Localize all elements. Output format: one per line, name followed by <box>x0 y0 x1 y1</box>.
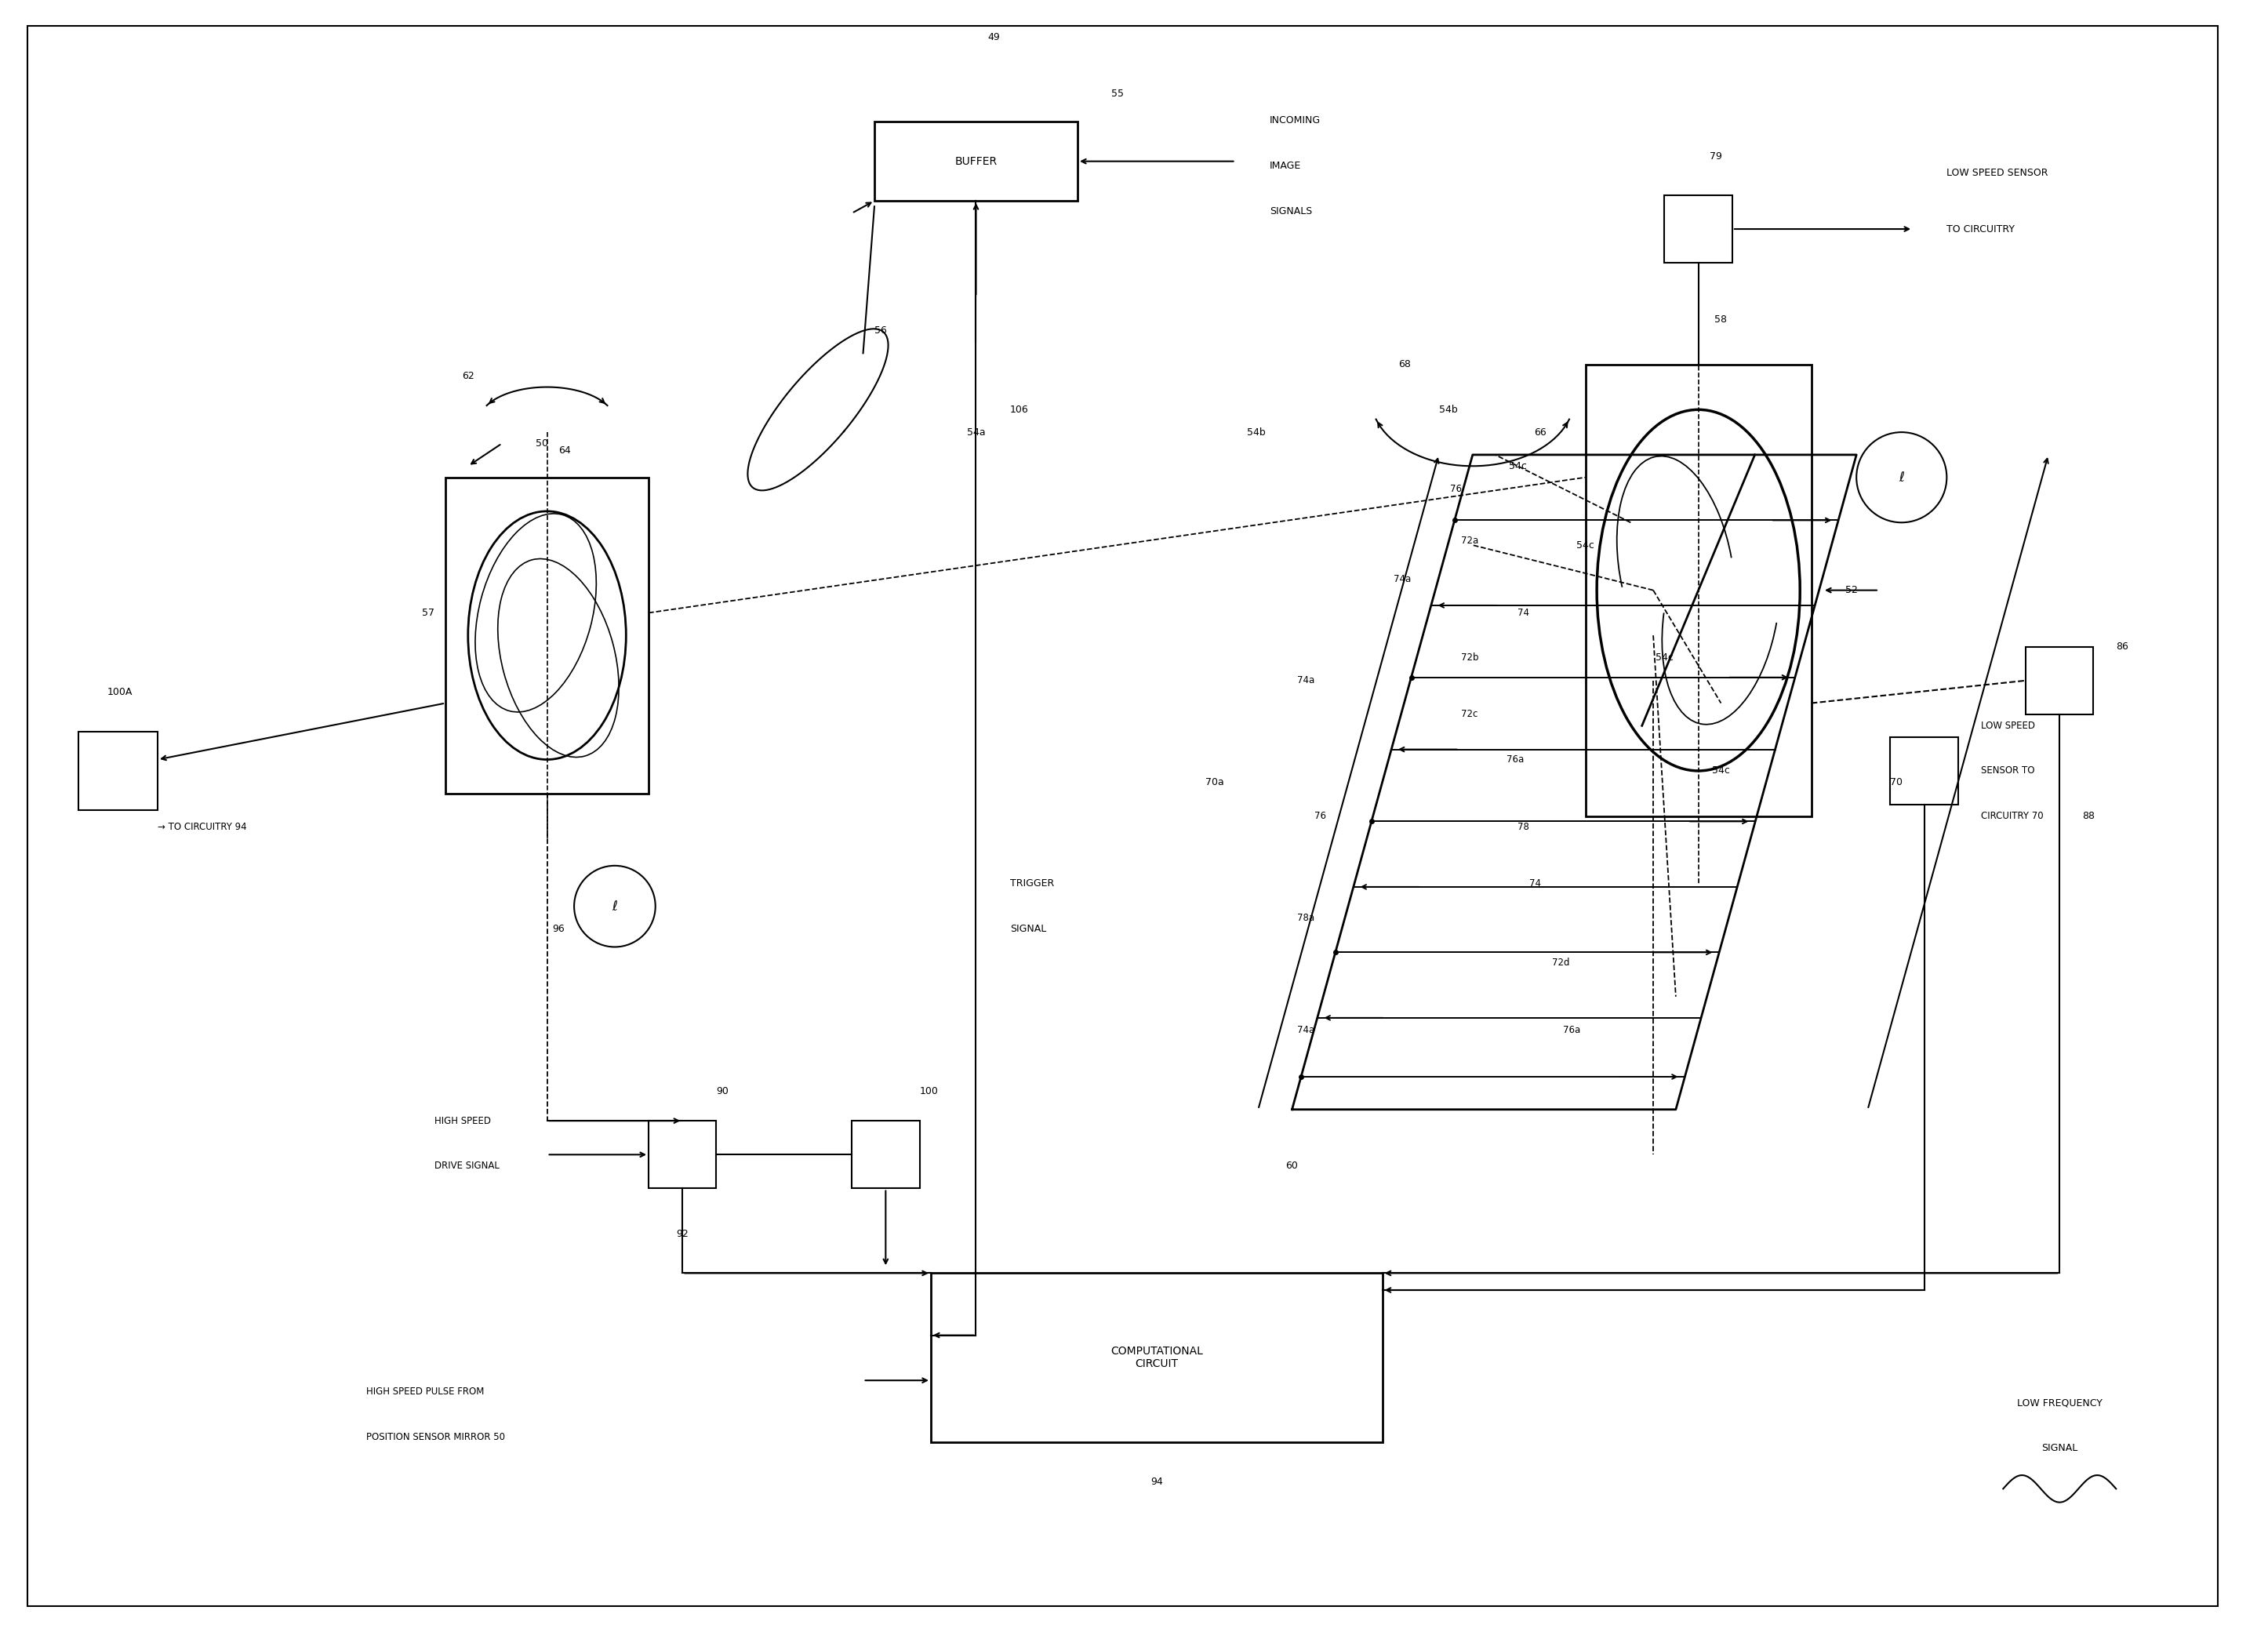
Text: INCOMING: INCOMING <box>1270 116 1320 126</box>
Text: 72d: 72d <box>1551 958 1569 968</box>
Text: 49: 49 <box>987 33 1000 42</box>
Text: 52: 52 <box>1846 586 1857 596</box>
Text: 86: 86 <box>2116 641 2127 651</box>
Text: 78: 78 <box>1517 823 1529 832</box>
Text: 106: 106 <box>1009 405 1027 415</box>
Text: 54c: 54c <box>1576 540 1594 550</box>
Text: 90: 90 <box>717 1087 728 1097</box>
Text: 79: 79 <box>1710 152 1721 162</box>
Bar <box>2025 646 2093 715</box>
Text: SIGNAL: SIGNAL <box>1009 924 1046 934</box>
Text: 55: 55 <box>1111 88 1125 98</box>
Text: 72b: 72b <box>1461 653 1479 663</box>
Text: $\ell$: $\ell$ <box>1898 470 1905 485</box>
Text: TRIGGER: TRIGGER <box>1009 878 1055 889</box>
Text: 50: 50 <box>535 439 549 449</box>
Text: 60: 60 <box>1286 1160 1297 1172</box>
Text: 54c: 54c <box>1656 653 1674 663</box>
Bar <box>79 731 156 811</box>
Text: 96: 96 <box>551 924 565 934</box>
Bar <box>875 122 1077 201</box>
Text: CIRCUITRY 70: CIRCUITRY 70 <box>1980 811 2043 821</box>
Text: 76: 76 <box>1449 483 1463 494</box>
Text: 66: 66 <box>1533 428 1547 437</box>
Bar <box>1889 738 1957 805</box>
Text: 54b: 54b <box>1247 428 1266 437</box>
Text: 58: 58 <box>1715 315 1728 325</box>
Text: HIGH SPEED: HIGH SPEED <box>433 1116 490 1126</box>
Text: 72c: 72c <box>1461 710 1479 720</box>
Text: 74: 74 <box>1529 878 1540 889</box>
Text: SIGNALS: SIGNALS <box>1270 206 1311 215</box>
Text: SENSOR TO: SENSOR TO <box>1980 765 2034 775</box>
Text: 54a: 54a <box>966 428 984 437</box>
Text: 100: 100 <box>919 1087 939 1097</box>
Text: 70a: 70a <box>1207 777 1225 787</box>
Text: 56: 56 <box>875 325 887 336</box>
Bar <box>445 478 649 793</box>
Text: LOW FREQUENCY: LOW FREQUENCY <box>2016 1399 2102 1408</box>
Text: 74a: 74a <box>1393 574 1411 584</box>
Text: 68: 68 <box>1399 359 1411 369</box>
Text: LOW SPEED: LOW SPEED <box>1980 721 2034 731</box>
Text: IMAGE: IMAGE <box>1270 160 1302 171</box>
Text: 76a: 76a <box>1506 754 1524 765</box>
Text: 76: 76 <box>1313 811 1327 821</box>
Text: 100A: 100A <box>107 687 132 697</box>
Text: 74a: 74a <box>1297 1025 1315 1036</box>
Text: 76a: 76a <box>1563 1025 1581 1036</box>
Text: 54c: 54c <box>1508 460 1526 472</box>
Text: 64: 64 <box>558 446 572 455</box>
Text: 94: 94 <box>1150 1477 1163 1487</box>
Text: 72a: 72a <box>1461 535 1479 545</box>
Text: 54c: 54c <box>1712 765 1730 775</box>
Bar <box>1665 196 1733 263</box>
Bar <box>1585 364 1812 816</box>
Text: TO CIRCUITRY: TO CIRCUITRY <box>1946 224 2014 233</box>
Text: 74: 74 <box>1517 607 1529 619</box>
Text: 78a: 78a <box>1297 912 1315 922</box>
Text: POSITION SENSOR MIRROR 50: POSITION SENSOR MIRROR 50 <box>367 1431 506 1443</box>
Text: 57: 57 <box>422 607 433 619</box>
Text: LOW SPEED SENSOR: LOW SPEED SENSOR <box>1946 168 2048 178</box>
Text: 92: 92 <box>676 1229 689 1239</box>
Text: HIGH SPEED PULSE FROM: HIGH SPEED PULSE FROM <box>367 1387 485 1397</box>
Text: BUFFER: BUFFER <box>955 155 998 166</box>
Text: 70: 70 <box>1889 777 1903 787</box>
Text: → TO CIRCUITRY 94: → TO CIRCUITRY 94 <box>156 823 247 832</box>
Bar <box>853 1121 919 1188</box>
Bar <box>649 1121 717 1188</box>
Bar <box>930 1273 1381 1443</box>
Text: 62: 62 <box>463 370 474 380</box>
Text: SIGNAL: SIGNAL <box>2041 1443 2077 1452</box>
Text: $\ell$: $\ell$ <box>612 899 617 914</box>
Text: DRIVE SIGNAL: DRIVE SIGNAL <box>433 1160 499 1172</box>
Text: 88: 88 <box>2082 811 2096 821</box>
Text: COMPUTATIONAL
CIRCUIT: COMPUTATIONAL CIRCUIT <box>1111 1346 1202 1369</box>
Text: 74a: 74a <box>1297 676 1315 685</box>
Text: 54b: 54b <box>1438 405 1458 415</box>
